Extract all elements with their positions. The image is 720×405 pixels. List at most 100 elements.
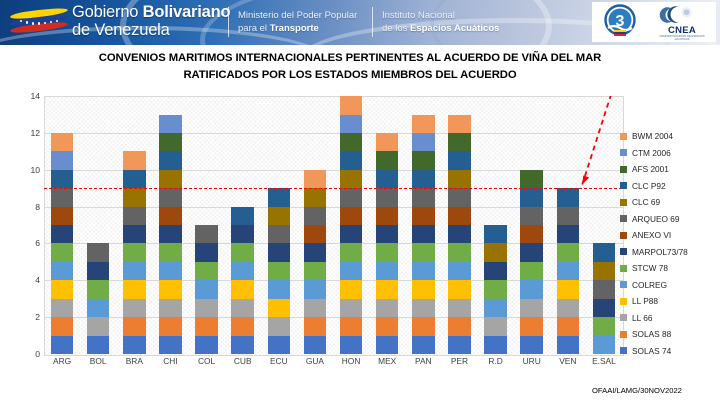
bar-segment[interactable]	[303, 206, 327, 226]
legend-item[interactable]: CTM 2006	[620, 145, 716, 162]
bar-column[interactable]	[225, 96, 261, 354]
bar-segment[interactable]	[412, 298, 435, 318]
bar-segment[interactable]	[159, 188, 182, 207]
bar-segment[interactable]	[159, 206, 182, 226]
bar-segment[interactable]	[303, 298, 327, 318]
bar-segment[interactable]	[448, 225, 471, 244]
bar-segment[interactable]	[50, 169, 74, 189]
bar-segment[interactable]	[339, 280, 363, 299]
bar-segment[interactable]	[50, 280, 74, 299]
legend-item[interactable]: ANEXO VI	[620, 227, 716, 244]
legend-item[interactable]: CLC 69	[620, 194, 716, 211]
bar-column[interactable]	[441, 96, 477, 354]
bar-segment[interactable]	[375, 169, 399, 189]
bar-segment[interactable]	[267, 243, 290, 262]
bar-segment[interactable]	[339, 169, 363, 189]
legend-item[interactable]: ARQUEO 69	[620, 211, 716, 228]
legend-item[interactable]: SOLAS 74	[620, 343, 716, 360]
bar-segment[interactable]	[50, 335, 74, 354]
bar-segment[interactable]	[448, 261, 471, 281]
legend-item[interactable]: BWM 2004	[620, 128, 716, 145]
bar-segment[interactable]	[556, 243, 579, 262]
bar-segment[interactable]	[123, 335, 146, 354]
bar-segment[interactable]	[267, 188, 290, 207]
bar-segment[interactable]	[303, 317, 327, 336]
bar-segment[interactable]	[231, 206, 254, 226]
bar-segment[interactable]	[195, 261, 218, 281]
bar-segment[interactable]	[412, 243, 435, 262]
bar-segment[interactable]	[484, 243, 507, 262]
bar-segment[interactable]	[412, 206, 435, 226]
bar-segment[interactable]	[520, 317, 543, 336]
bar-segment[interactable]	[231, 280, 254, 299]
bar-segment[interactable]	[159, 169, 182, 189]
bar-segment[interactable]	[267, 206, 290, 226]
stacked-bar[interactable]	[484, 225, 507, 354]
bar-column[interactable]	[189, 96, 225, 354]
bar-segment[interactable]	[123, 169, 146, 189]
bar-segment[interactable]	[123, 243, 146, 262]
bar-segment[interactable]	[159, 225, 182, 244]
bar-segment[interactable]	[520, 280, 543, 299]
bar-segment[interactable]	[123, 280, 146, 299]
bar-segment[interactable]	[448, 298, 471, 318]
bar-segment[interactable]	[592, 261, 616, 281]
bar-segment[interactable]	[592, 243, 616, 262]
bar-segment[interactable]	[339, 188, 363, 207]
bar-segment[interactable]	[375, 317, 399, 336]
bar-segment[interactable]	[159, 243, 182, 262]
bar-segment[interactable]	[484, 335, 507, 354]
bar-segment[interactable]	[231, 317, 254, 336]
bar-segment[interactable]	[159, 335, 182, 354]
bar-segment[interactable]	[412, 114, 435, 133]
bar-segment[interactable]	[448, 169, 471, 189]
stacked-bar[interactable]	[375, 132, 399, 354]
bar-segment[interactable]	[339, 225, 363, 244]
bar-segment[interactable]	[50, 225, 74, 244]
bar-segment[interactable]	[339, 96, 363, 115]
bar-segment[interactable]	[412, 317, 435, 336]
legend-item[interactable]: LL 66	[620, 310, 716, 327]
bar-segment[interactable]	[412, 261, 435, 281]
bar-segment[interactable]	[520, 206, 543, 226]
stacked-bar[interactable]	[267, 188, 290, 354]
bar-segment[interactable]	[195, 243, 218, 262]
bar-segment[interactable]	[231, 243, 254, 262]
legend-item[interactable]: CLC P92	[620, 178, 716, 195]
bar-segment[interactable]	[484, 317, 507, 336]
bar-segment[interactable]	[484, 261, 507, 281]
bar-segment[interactable]	[231, 225, 254, 244]
bar-segment[interactable]	[448, 280, 471, 299]
bar-segment[interactable]	[159, 132, 182, 152]
bar-segment[interactable]	[412, 280, 435, 299]
bar-segment[interactable]	[303, 261, 327, 281]
bar-column[interactable]	[333, 96, 369, 354]
bar-segment[interactable]	[86, 317, 110, 336]
bar-segment[interactable]	[303, 243, 327, 262]
bar-segment[interactable]	[303, 335, 327, 354]
bar-segment[interactable]	[484, 298, 507, 318]
bar-segment[interactable]	[375, 280, 399, 299]
bar-segment[interactable]	[520, 298, 543, 318]
bar-segment[interactable]	[195, 280, 218, 299]
bar-segment[interactable]	[195, 225, 218, 244]
bar-segment[interactable]	[123, 206, 146, 226]
bar-segment[interactable]	[592, 298, 616, 318]
bar-segment[interactable]	[303, 188, 327, 207]
bar-segment[interactable]	[520, 225, 543, 244]
bar-segment[interactable]	[159, 114, 182, 133]
bar-segment[interactable]	[375, 225, 399, 244]
bar-segment[interactable]	[303, 169, 327, 189]
stacked-bar[interactable]	[159, 114, 182, 354]
bar-segment[interactable]	[375, 206, 399, 226]
bar-segment[interactable]	[339, 335, 363, 354]
legend-item[interactable]: SOLAS 88	[620, 326, 716, 343]
bar-segment[interactable]	[448, 132, 471, 152]
bar-segment[interactable]	[339, 151, 363, 170]
bar-segment[interactable]	[556, 225, 579, 244]
bar-segment[interactable]	[339, 298, 363, 318]
bar-segment[interactable]	[412, 225, 435, 244]
bar-column[interactable]	[369, 96, 405, 354]
bar-column[interactable]	[297, 96, 333, 354]
bar-column[interactable]	[514, 96, 550, 354]
